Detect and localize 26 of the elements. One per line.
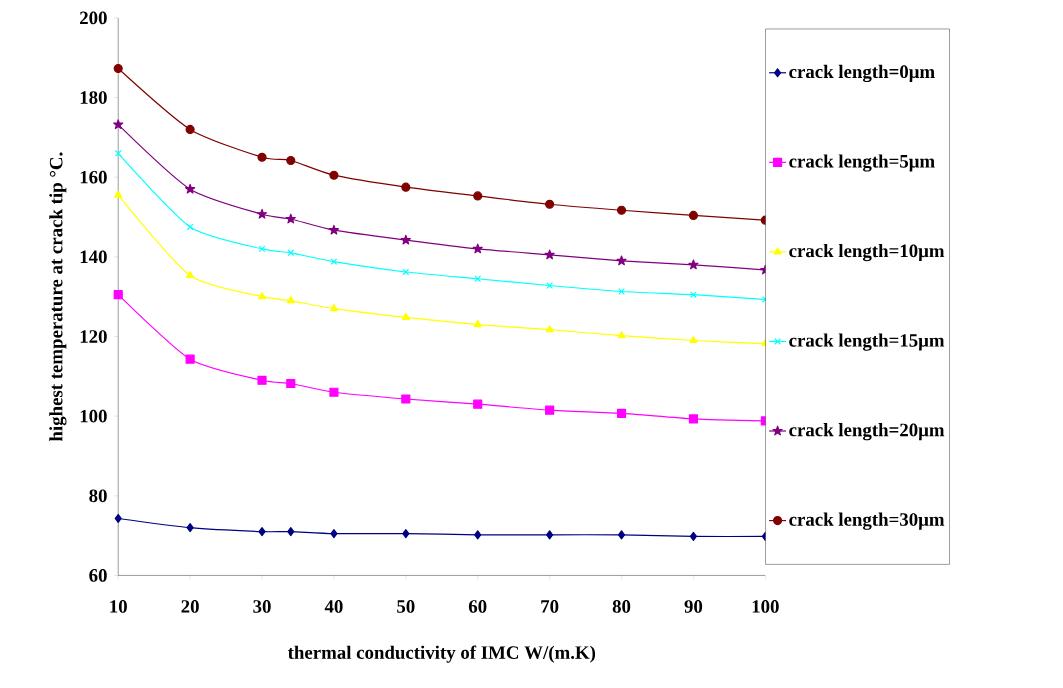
legend-label: crack length=0μm [789, 64, 935, 83]
x-tick-label: 30 [253, 600, 271, 613]
x-tick-label: 80 [612, 600, 631, 613]
x-tick-label: 100 [752, 600, 779, 613]
x-tick-label: 50 [397, 600, 415, 613]
x-tick-label: 20 [181, 600, 199, 613]
x-tick-label: 60 [468, 600, 487, 613]
x-tick-label: 70 [541, 600, 559, 613]
legend-label: crack length=10μm [789, 243, 945, 262]
legend-label: crack length=30μm [789, 512, 945, 530]
y-tick-label: 100 [80, 409, 107, 423]
x-axis-title: thermal conductivity of IMC W/(m.K) [287, 645, 596, 663]
y-tick-label: 140 [80, 250, 107, 264]
legend-label: crack length=5μm [789, 154, 935, 172]
x-tick-label: 90 [684, 600, 703, 613]
x-tick-label: 40 [324, 600, 343, 613]
y-axis-title: highest temperature at crack tip °C. [49, 152, 67, 442]
y-tick-label: 160 [80, 170, 107, 184]
y-tick-label: 60 [89, 569, 107, 582]
y-tick-label: 80 [89, 489, 107, 503]
legend-label: crack length=20μm [789, 423, 945, 441]
y-tick-label: 200 [80, 11, 107, 25]
y-tick-label: 180 [80, 91, 107, 104]
y-tick-label: 120 [80, 330, 107, 343]
legend-label: crack length=15μm [789, 333, 945, 351]
x-tick-label: 10 [110, 600, 127, 613]
